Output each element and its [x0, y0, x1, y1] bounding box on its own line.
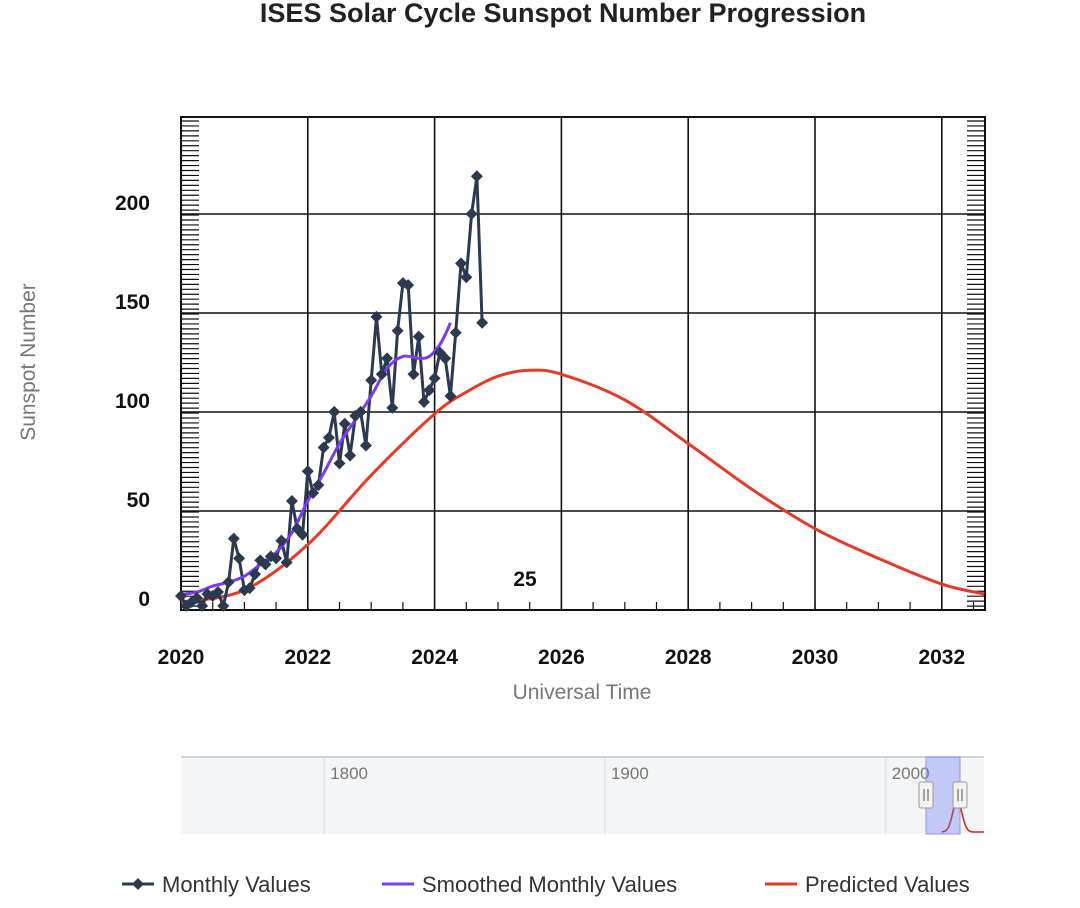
monthly-value-point[interactable] [217, 599, 230, 612]
monthly-value-point[interactable] [196, 599, 209, 612]
monthly-value-point[interactable] [391, 324, 404, 337]
minor-ticks [180, 120, 985, 610]
cycle-annotation: 25 [513, 568, 537, 591]
x-axis-title: Universal Time [513, 681, 652, 704]
x-tick-label: 2026 [538, 646, 585, 669]
series-line-predicted-values[interactable] [180, 368, 985, 604]
monthly-value-point[interactable] [359, 439, 372, 452]
monthly-value-point[interactable] [439, 352, 452, 365]
monthly-value-point[interactable] [333, 457, 346, 470]
monthly-value-point[interactable] [175, 590, 187, 603]
monthly-value-point[interactable] [418, 395, 431, 408]
chart-title: ISES Solar Cycle Sunspot Number Progress… [260, 0, 866, 28]
monthly-value-point[interactable] [365, 374, 378, 387]
monthly-value-point[interactable] [455, 257, 468, 270]
monthly-value-point[interactable] [211, 586, 224, 599]
x-tick-label: 2028 [665, 646, 712, 669]
monthly-value-point[interactable] [444, 390, 457, 403]
monthly-value-point[interactable] [412, 330, 425, 343]
y-tick-labels: 0 50 100 150 200 [115, 192, 150, 611]
monthly-value-point[interactable] [423, 384, 436, 397]
y-tick-label: 200 [115, 192, 150, 215]
legend-label: Predicted Values [805, 872, 970, 897]
navigator-background [181, 757, 984, 834]
monthly-value-point[interactable] [227, 532, 240, 545]
monthly-value-point[interactable] [386, 401, 399, 414]
monthly-value-point[interactable] [470, 170, 483, 183]
navigator-series-predicted [941, 799, 984, 833]
monthly-value-point[interactable] [296, 528, 309, 541]
plot-area [181, 117, 985, 610]
series-layer[interactable] [175, 170, 985, 612]
monthly-value-point[interactable] [317, 441, 330, 454]
navigator-label: 1800 [330, 764, 368, 783]
monthly-value-point[interactable] [476, 316, 489, 329]
monthly-value-point[interactable] [328, 405, 341, 418]
monthly-value-point[interactable] [280, 556, 293, 569]
navigator-label: 2000 [892, 764, 930, 783]
legend[interactable]: Monthly Values Smoothed Monthly Values Pre… [122, 872, 970, 897]
x-tick-label: 2030 [792, 646, 839, 669]
legend-item-monthly-values[interactable]: Monthly Values [122, 872, 311, 897]
navigator-label: 1900 [611, 764, 649, 783]
monthly-value-point[interactable] [354, 405, 367, 418]
monthly-value-point[interactable] [301, 465, 314, 478]
monthly-value-point[interactable] [270, 552, 283, 565]
y-axis-title: Sunspot Number [17, 283, 40, 441]
monthly-value-point[interactable] [322, 431, 335, 444]
monthly-value-point[interactable] [243, 582, 256, 595]
legend-item-predicted-values[interactable]: Predicted Values [765, 872, 970, 897]
y-tick-label: 50 [127, 489, 150, 512]
monthly-value-point[interactable] [428, 372, 441, 385]
monthly-value-point[interactable] [259, 558, 272, 571]
monthly-value-point[interactable] [402, 279, 415, 292]
navigator-handle-right[interactable] [952, 781, 968, 809]
monthly-value-point[interactable] [275, 534, 288, 547]
legend-item-smoothed-monthly-values[interactable]: Smoothed Monthly Values [382, 872, 677, 897]
monthly-value-point[interactable] [307, 487, 320, 500]
monthly-value-point[interactable] [375, 368, 388, 381]
monthly-value-point[interactable] [344, 449, 357, 462]
y-tick-label: 100 [115, 390, 150, 413]
monthly-value-point[interactable] [407, 368, 420, 381]
plot-background [181, 117, 985, 610]
x-tick-label: 2032 [918, 646, 965, 669]
monthly-value-point[interactable] [338, 417, 351, 430]
x-tick-label: 2022 [284, 646, 331, 669]
monthly-value-point[interactable] [381, 352, 394, 365]
legend-marker [132, 878, 144, 890]
monthly-value-point[interactable] [222, 576, 235, 589]
y-tick-label: 150 [115, 291, 150, 314]
monthly-value-point[interactable] [285, 494, 298, 507]
legend-label: Monthly Values [162, 872, 311, 897]
legend-label: Smoothed Monthly Values [422, 872, 677, 897]
x-tick-labels: 2020 2022 2024 2026 2028 2030 2032 [158, 646, 966, 669]
monthly-value-point[interactable] [312, 479, 325, 492]
monthly-value-point[interactable] [233, 552, 246, 565]
y-tick-label: 0 [138, 588, 150, 611]
x-tick-label: 2020 [158, 646, 205, 669]
monthly-value-point[interactable] [248, 568, 261, 581]
monthly-value-point[interactable] [370, 310, 383, 323]
series-line-monthly-values[interactable] [179, 174, 484, 608]
monthly-value-point[interactable] [449, 326, 462, 339]
navigator-handle-left[interactable] [918, 781, 934, 809]
monthly-value-point[interactable] [460, 271, 473, 284]
monthly-value-point[interactable] [190, 592, 203, 604]
navigator[interactable]: 1800 1900 2000 [181, 757, 984, 835]
monthly-value-point[interactable] [465, 207, 478, 220]
x-tick-label: 2024 [411, 646, 458, 669]
